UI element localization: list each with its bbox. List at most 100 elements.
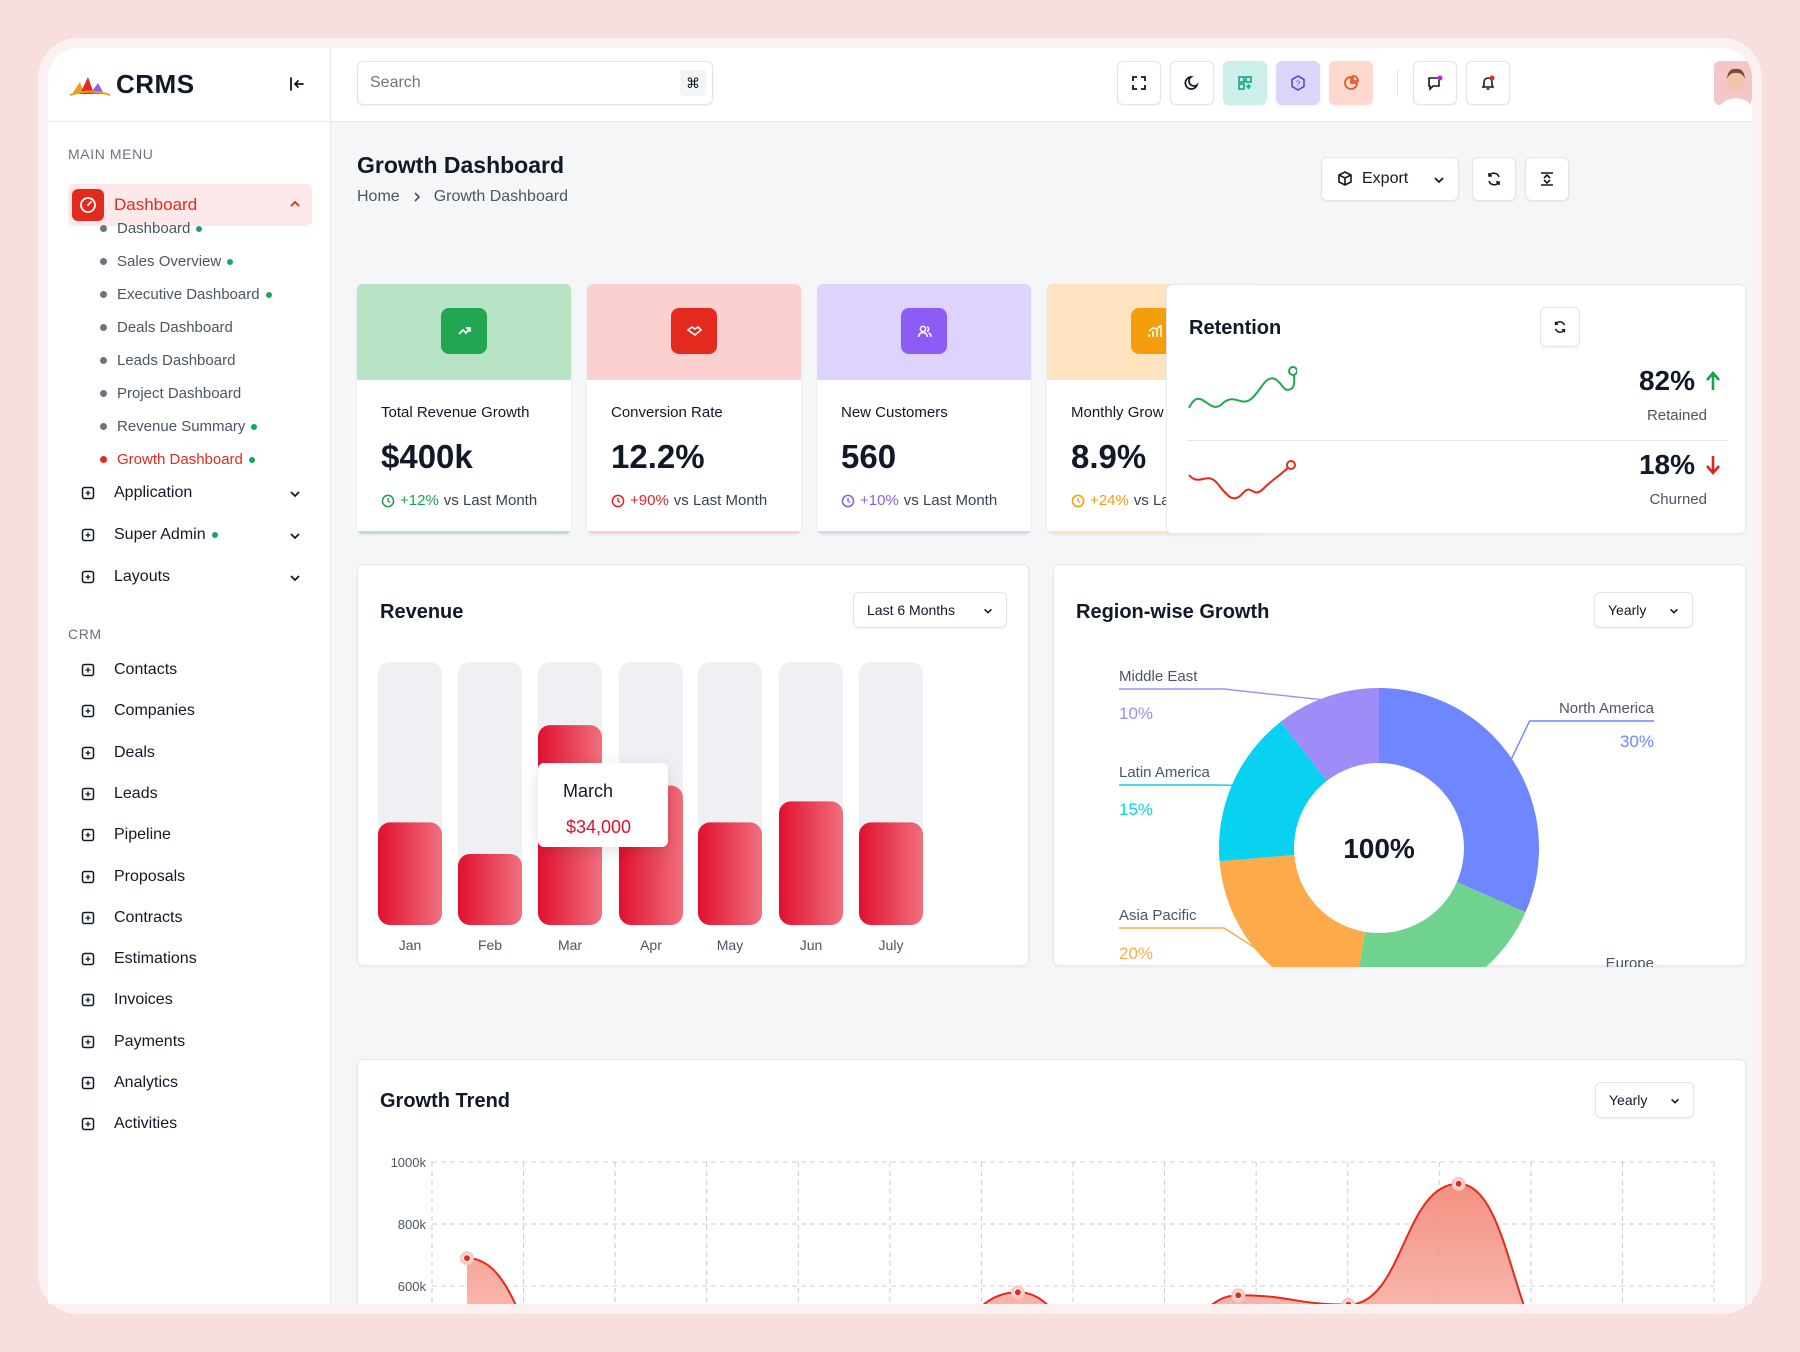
sidebar-item-pipeline[interactable]: Pipeline <box>68 818 312 852</box>
growth-point[interactable] <box>463 1254 471 1263</box>
growth-point[interactable] <box>1344 1300 1353 1304</box>
fullscreen-button[interactable] <box>1117 61 1161 105</box>
sidebar-subitem[interactable]: Deals Dashboard <box>100 319 233 336</box>
sidebar-item-super-admin[interactable]: Super Admin <box>68 518 312 552</box>
region-period-dropdown[interactable]: Yearly <box>1594 592 1693 628</box>
sidebar-item-analytics[interactable]: Analytics <box>68 1066 312 1100</box>
sidebar-subitem[interactable]: Growth Dashboard <box>100 451 255 468</box>
sidebar-subitem-label: Executive Dashboard <box>117 286 260 303</box>
donut-region-label: North America <box>1559 700 1655 717</box>
crms-logo-icon <box>70 76 110 96</box>
help-button[interactable]: ? <box>1276 61 1320 105</box>
theme-toggle-button[interactable] <box>1170 61 1214 105</box>
user-cog-icon <box>81 528 95 542</box>
donut-slice[interactable] <box>1379 688 1539 913</box>
revenue-period-value: Last 6 Months <box>867 602 955 618</box>
status-dot <box>251 423 258 430</box>
sidebar-item-label: Invoices <box>114 991 173 1009</box>
collapse-header-button[interactable] <box>1525 157 1569 201</box>
donut-region-label: Middle East <box>1119 668 1198 685</box>
status-dot <box>196 225 203 232</box>
sidebar-subitem[interactable]: Project Dashboard <box>100 385 241 402</box>
retention-card: Retention 82% Retained 18% Churn <box>1166 284 1746 534</box>
revenue-tooltip: March $34,000 <box>538 763 668 847</box>
revenue-bar[interactable] <box>458 853 522 925</box>
reports-button[interactable] <box>1329 61 1373 105</box>
contract-icon <box>81 911 95 925</box>
activity-icon <box>81 1118 95 1131</box>
export-button[interactable]: Export <box>1321 157 1459 201</box>
retention-refresh-button[interactable] <box>1540 307 1580 347</box>
growth-point[interactable] <box>1454 1179 1463 1188</box>
sidebar-item-label: Application <box>114 484 193 501</box>
growth-title: Growth Trend <box>380 1090 510 1112</box>
sidebar-item-contacts[interactable]: Contacts <box>68 653 312 687</box>
proposal-icon <box>81 870 95 883</box>
sidebar-item-payments[interactable]: Payments <box>68 1025 312 1059</box>
sidebar-item-proposals[interactable]: Proposals <box>68 860 312 894</box>
clock-icon <box>611 494 625 507</box>
growth-point[interactable] <box>1234 1291 1243 1300</box>
sidebar-item-activities[interactable]: Activities <box>68 1107 312 1141</box>
revenue-x-tick: Jun <box>800 937 823 953</box>
revenue-bar[interactable] <box>698 822 762 925</box>
export-label: Export <box>1362 170 1409 187</box>
messages-button[interactable] <box>1413 61 1457 105</box>
sidebar-item-estimations[interactable]: Estimations <box>68 942 312 976</box>
shortcut-key: ⌘ <box>680 70 706 96</box>
status-dot <box>248 456 255 463</box>
revenue-bar[interactable] <box>779 801 843 925</box>
sidebar-item-dashboard[interactable]: Dashboard <box>68 184 312 226</box>
collapse-sidebar-icon[interactable] <box>285 72 309 96</box>
donut-slice[interactable] <box>1280 688 1379 781</box>
revenue-bar[interactable] <box>859 822 923 925</box>
notifications-button[interactable] <box>1466 61 1510 105</box>
churned-sparkline <box>1188 460 1296 500</box>
chevron-up-icon <box>290 200 300 207</box>
sidebar-item-leads[interactable]: Leads <box>68 777 312 811</box>
sidebar-item-contracts[interactable]: Contracts <box>68 901 312 935</box>
sidebar-item-deals[interactable]: Deals <box>68 736 312 770</box>
sidebar-subitem[interactable]: Dashboard <box>100 220 203 237</box>
kpi-value: $400k <box>381 438 473 475</box>
sidebar-subitem[interactable]: Sales Overview <box>100 253 234 270</box>
box-icon <box>81 486 95 500</box>
brand[interactable]: CRMS <box>48 48 330 122</box>
kpi-label: Total Revenue Growth <box>381 404 530 421</box>
donut-slice[interactable] <box>1353 882 1526 967</box>
chevron-down-icon <box>984 608 992 614</box>
donut-slice[interactable] <box>1219 855 1366 967</box>
kpi-icon-badge <box>441 308 487 354</box>
sidebar-subitem[interactable]: Revenue Summary <box>100 418 258 435</box>
bullet-icon <box>100 357 107 364</box>
app-window: CRMS MAIN MENU Dashboard Dashboard Sales … <box>48 48 1752 1304</box>
kpi-body: Total Revenue Growth $400k +12% vs Last Mon… <box>357 380 571 534</box>
sidebar-item-companies[interactable]: Companies <box>68 694 312 728</box>
revenue-title: Revenue <box>380 601 464 623</box>
growth-point[interactable] <box>1013 1288 1022 1297</box>
donut-center-label: 100% <box>1343 833 1415 864</box>
donut-slice[interactable] <box>1219 721 1327 862</box>
sidebar-item-application[interactable]: Application <box>68 476 312 510</box>
refresh-button[interactable] <box>1472 157 1516 201</box>
sidebar-subitem[interactable]: Leads Dashboard <box>100 352 235 369</box>
bullet-icon <box>100 456 107 463</box>
sidebar-item-invoices[interactable]: Invoices <box>68 983 312 1017</box>
revenue-bar[interactable] <box>378 822 442 925</box>
chart-pie-icon <box>1344 75 1359 90</box>
sidebar-subitem[interactable]: Executive Dashboard <box>100 286 272 303</box>
breadcrumb-home[interactable]: Home <box>357 188 400 205</box>
apps-button[interactable] <box>1223 61 1267 105</box>
growth-period-dropdown[interactable]: Yearly <box>1595 1082 1694 1118</box>
kpi-trend: +10% vs Last Month <box>841 492 997 509</box>
revenue-period-dropdown[interactable]: Last 6 Months <box>853 592 1007 628</box>
sidebar-item-layouts[interactable]: Layouts <box>68 560 312 594</box>
bullet-icon <box>100 225 107 232</box>
fullscreen-icon <box>1132 76 1146 90</box>
avatar[interactable] <box>1714 61 1752 105</box>
retained-label: Retained <box>1646 407 1707 424</box>
revenue-x-tick: Apr <box>640 937 662 953</box>
search-box[interactable]: ⌘ <box>357 61 713 105</box>
search-input[interactable] <box>370 74 670 92</box>
sidebar-item-label: Estimations <box>114 950 197 968</box>
